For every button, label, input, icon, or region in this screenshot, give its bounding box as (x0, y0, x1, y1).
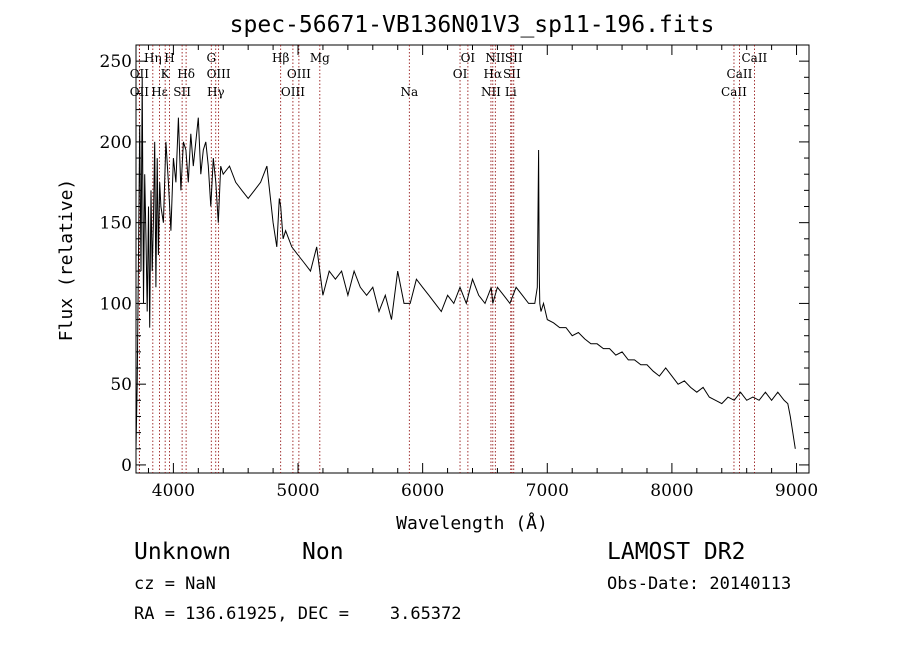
line-marker-layer: OIIOIIHηHεKHSIIHδGHγOIIIHβOIIIOIIIMgNaOI… (130, 45, 768, 473)
line-marker-label: Li (505, 85, 517, 99)
object-subclass: Non (302, 539, 344, 565)
y-tick-label: 150 (100, 214, 132, 234)
line-marker-label: SII (505, 51, 523, 65)
x-tick-label: 6000 (401, 481, 444, 501)
y-tick-label: 0 (121, 456, 132, 476)
line-marker-label: Hδ (177, 67, 195, 81)
x-tick-label: 9000 (775, 481, 818, 501)
line-marker-label: Hε (151, 85, 168, 99)
object-class: Unknown (134, 539, 231, 565)
x-axis-label: Wavelength (Å) (396, 512, 548, 534)
line-marker-label: CaII (721, 85, 747, 99)
x-tick-label: 5000 (276, 481, 319, 501)
obs-date: Obs-Date: 20140113 (607, 574, 792, 594)
y-tick-label: 250 (100, 52, 132, 72)
x-tick-label: 8000 (650, 481, 693, 501)
line-marker-label: Na (400, 85, 418, 99)
redshift-readout: cz = NaN (134, 574, 216, 594)
y-tick-label: 50 (110, 375, 132, 395)
y-tick-label: 200 (100, 133, 132, 153)
line-marker-label: CaII (727, 67, 753, 81)
x-tick-label: 4000 (152, 481, 195, 501)
coordinates: RA = 136.61925, DEC = 3.65372 (134, 604, 462, 624)
line-marker-label: NII (485, 51, 505, 65)
line-marker-label: G (206, 51, 216, 65)
line-marker-label: CaII (741, 51, 767, 65)
line-marker-label: Hγ (207, 85, 225, 99)
line-marker-label: SII (503, 67, 521, 81)
plot-frame (135, 44, 810, 474)
survey-name: LAMOST DR2 (607, 539, 746, 565)
line-marker-label: K (161, 67, 171, 81)
chart-title: spec-56671-VB136N01V3_sp11-196.fits (230, 12, 715, 38)
line-marker-label: OIII (207, 67, 231, 81)
line-marker-label: H (164, 51, 174, 65)
line-marker-label: OI (461, 51, 476, 65)
line-marker-label: OII (130, 85, 150, 99)
line-marker-label: Mg (310, 51, 330, 65)
y-tick-label: 100 (100, 294, 132, 314)
spectrum-chart: OIIOIIHηHεKHSIIHδGHγOIIIHβOIIIOIIIMgNaOI… (56, 12, 818, 534)
line-marker-label: OIII (287, 67, 311, 81)
y-axis-label: Flux (relative) (56, 179, 77, 342)
tick-layer: 4000 5000 6000 7000 8000 9000 0 50 100 150 200 250 (100, 45, 818, 501)
line-marker-label: SII (173, 85, 191, 99)
line-marker-label: Hα (484, 67, 503, 81)
spectrum-line (135, 77, 796, 449)
line-marker-label: NII (481, 85, 501, 99)
line-marker-label: OIII (281, 85, 305, 99)
line-marker-label: Hβ (272, 51, 289, 65)
line-marker-label: OI (453, 67, 468, 81)
x-tick-label: 7000 (526, 481, 569, 501)
line-marker-label: Hη (144, 51, 162, 65)
